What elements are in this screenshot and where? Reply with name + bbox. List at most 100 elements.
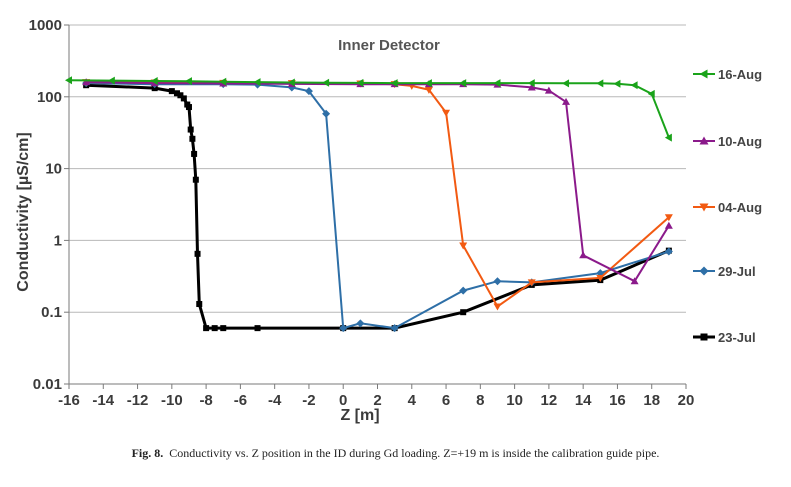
data-point xyxy=(390,324,399,333)
x-tick-label: 0 xyxy=(339,392,347,409)
series-line xyxy=(86,83,670,330)
x-tick-label: 16 xyxy=(609,392,626,409)
data-point xyxy=(424,86,433,94)
data-point xyxy=(562,79,570,88)
x-tick-label: 18 xyxy=(643,392,660,409)
y-tick-label: 10 xyxy=(45,161,62,178)
legend-marker xyxy=(699,69,708,79)
data-point xyxy=(219,77,227,86)
legend-label: 29-Jul xyxy=(718,264,756,279)
data-point xyxy=(194,250,201,257)
legend-item: 10-Aug xyxy=(693,134,762,149)
x-tick-label: 8 xyxy=(476,392,484,409)
data-point xyxy=(664,133,672,142)
chart: 0.01 0.1 1 10 100 1000 -16 -14 -12 -10 -8 -6 -4 -2 0 2 4… xyxy=(15,17,762,424)
x-tick-label: -8 xyxy=(199,392,212,409)
x-tick-label: -14 xyxy=(92,392,114,409)
legend-marker xyxy=(699,136,709,145)
data-point xyxy=(664,221,673,229)
data-point xyxy=(579,251,588,259)
data-point xyxy=(189,135,196,142)
data-point xyxy=(527,79,535,88)
x-tick-label: -10 xyxy=(161,392,183,409)
data-point xyxy=(647,89,655,98)
caption-label: Fig. 8. xyxy=(131,446,164,460)
x-tick-label: 20 xyxy=(678,392,695,409)
data-point xyxy=(185,104,192,111)
data-point xyxy=(304,87,313,96)
data-point xyxy=(168,88,175,95)
data-point xyxy=(664,247,673,256)
legend-marker xyxy=(700,333,708,341)
data-point xyxy=(424,79,432,88)
y-tick-label: 0.1 xyxy=(41,304,62,321)
series-line xyxy=(86,82,670,330)
series-line xyxy=(86,81,670,283)
series-29-Jul xyxy=(82,79,673,333)
y-tick-label: 0.01 xyxy=(33,376,62,393)
data-point xyxy=(460,309,467,316)
series-layer xyxy=(65,76,673,333)
data-point xyxy=(203,325,210,332)
data-point xyxy=(254,325,261,332)
legend-label: 23-Jul xyxy=(718,330,756,345)
axes xyxy=(64,24,687,389)
x-axis-title: Z [m] xyxy=(340,407,379,424)
legend-item: 29-Jul xyxy=(693,264,756,279)
data-point xyxy=(177,92,184,99)
data-point xyxy=(459,286,468,295)
x-tick-label: -4 xyxy=(268,392,282,409)
legend-item: 16-Aug xyxy=(693,67,762,82)
data-point xyxy=(527,83,536,91)
legend-marker xyxy=(699,266,709,276)
x-tick-label: 10 xyxy=(506,392,523,409)
x-tick-label: -12 xyxy=(127,392,149,409)
series-line xyxy=(86,81,670,308)
data-point xyxy=(596,274,605,282)
data-point xyxy=(65,76,72,85)
data-point xyxy=(630,277,639,285)
y-tick-label: 1 xyxy=(54,232,62,249)
data-point xyxy=(459,79,467,88)
data-point xyxy=(253,78,261,87)
data-point xyxy=(390,79,398,88)
legend: 16-Aug 10-Aug 04-Aug 29-Jul 23-Jul xyxy=(693,67,762,345)
data-point xyxy=(613,79,621,88)
legend-item: 23-Jul xyxy=(693,330,756,345)
data-point xyxy=(630,81,638,90)
data-point xyxy=(287,78,295,87)
data-point xyxy=(173,90,180,97)
y-tick-label: 1000 xyxy=(29,17,62,34)
data-point xyxy=(493,277,502,286)
data-point xyxy=(184,77,192,86)
data-point xyxy=(339,324,348,333)
data-point xyxy=(191,150,198,157)
data-point xyxy=(596,79,604,88)
data-point xyxy=(527,279,536,287)
x-tick-label: 4 xyxy=(408,392,417,409)
data-point xyxy=(442,109,451,117)
data-point xyxy=(107,76,115,85)
chart-title: Inner Detector xyxy=(338,37,440,54)
caption-text: Conductivity vs. Z position in the ID du… xyxy=(169,446,660,460)
data-point xyxy=(192,176,199,183)
legend-item: 04-Aug xyxy=(693,200,762,215)
legend-label: 16-Aug xyxy=(718,67,762,82)
data-point xyxy=(664,214,673,222)
data-point xyxy=(493,79,501,88)
x-tick-label: 6 xyxy=(442,392,450,409)
x-tick-label: -16 xyxy=(58,392,80,409)
tick-labels: 0.01 0.1 1 10 100 1000 -16 -14 -12 -10 -8 -6 -4 -2 0 2 4… xyxy=(29,17,695,409)
data-point xyxy=(220,325,227,332)
data-point xyxy=(322,109,331,118)
y-tick-label: 100 xyxy=(37,89,62,106)
data-point xyxy=(211,325,218,332)
data-point xyxy=(150,76,158,85)
figure-caption: Fig. 8. Conductivity vs. Z position in t… xyxy=(0,446,791,461)
y-axis-title: Conductivity [µS/cm] xyxy=(15,132,32,291)
data-point xyxy=(180,95,187,102)
x-tick-label: 2 xyxy=(373,392,381,409)
legend-marker xyxy=(699,203,709,212)
data-point xyxy=(459,242,468,250)
x-tick-label: 14 xyxy=(575,392,592,409)
